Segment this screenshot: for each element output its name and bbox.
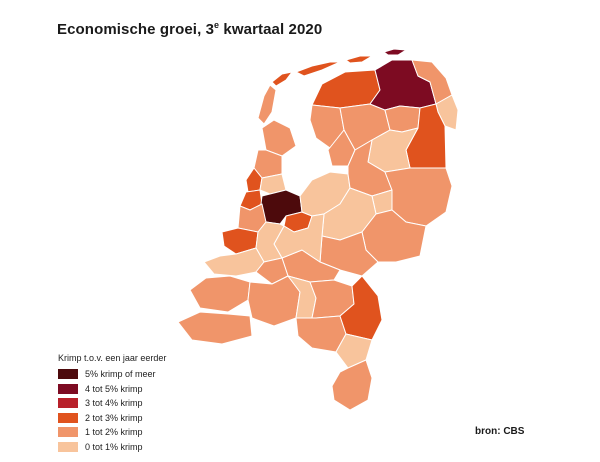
legend-item: 4 tot 5% krimp [58,382,166,397]
region-terschelling[interactable] [295,61,341,77]
legend-label: 1 tot 2% krimp [85,427,143,438]
legend-item: 0 tot 1% krimp [58,440,166,455]
legend-swatch [58,383,78,394]
legend-label: 3 tot 4% krimp [85,398,143,409]
legend-label: 5% krimp of meer [85,369,156,380]
region-noord-drenthe[interactable] [384,105,421,133]
legend-swatch [58,427,78,438]
legend-swatch [58,369,78,380]
map-title: Economische groei, 3e kwartaal 2020 [57,20,323,38]
legend: Krimp t.o.v. een jaar eerder 5% krimp of… [58,353,166,454]
region-texel[interactable] [257,84,277,125]
region-overig-zeeland[interactable] [189,275,251,313]
region-zuidoost-zuid-holland[interactable] [255,257,289,285]
legend-label: 4 tot 5% krimp [85,383,143,394]
legend-item: 1 tot 2% krimp [58,425,166,440]
legend-items: 5% krimp of meer 4 tot 5% krimp 3 tot 4% k… [58,367,166,454]
legend-item: 2 tot 3% krimp [58,411,166,426]
legend-swatch [58,398,78,409]
region-zeeuwsch-vlaanderen[interactable] [177,311,253,345]
legend-label: 0 tot 1% krimp [85,441,143,452]
legend-item: 5% krimp of meer [58,367,166,382]
legend-swatch [58,412,78,423]
legend-item: 3 tot 4% krimp [58,396,166,411]
region-ameland[interactable] [345,55,373,64]
legend-label: 2 tot 3% krimp [85,412,143,423]
region-midden-limburg[interactable] [335,333,373,369]
region-vlieland[interactable] [271,71,293,87]
region-schiermonnikoog[interactable] [383,48,407,56]
legend-swatch [58,441,78,452]
legend-title: Krimp t.o.v. een jaar eerder [58,353,167,363]
source-label: bron: CBS [475,426,525,437]
region-west-noord-brabant[interactable] [247,275,301,327]
region-zuid-limburg[interactable] [331,359,373,411]
region-noord-friesland[interactable] [311,69,381,109]
